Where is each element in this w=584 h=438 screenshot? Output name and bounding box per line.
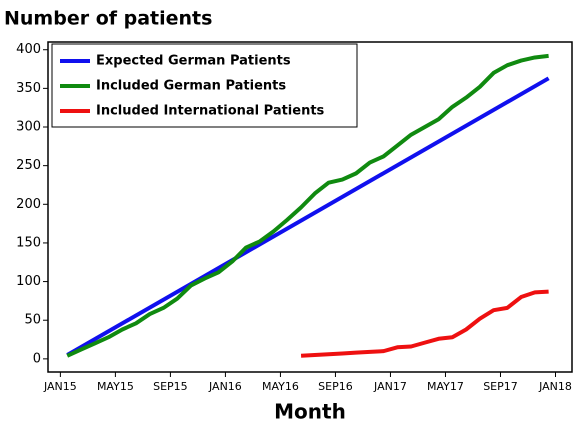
x-tick-label: JAN16 xyxy=(208,380,242,393)
x-tick-label: JAN17 xyxy=(373,380,407,393)
y-tick-label: 400 xyxy=(16,42,41,57)
chart-title: Number of patients xyxy=(4,8,212,30)
y-tick-label: 50 xyxy=(24,313,41,328)
legend-label: Expected German Patients xyxy=(96,54,291,69)
legend-label: Included International Patients xyxy=(96,104,325,119)
y-tick-label: 250 xyxy=(16,158,41,173)
x-tick-label: SEP17 xyxy=(483,380,518,393)
y-tick-label: 300 xyxy=(16,120,41,135)
plot-frame xyxy=(47,41,573,373)
x-axis-label: Month xyxy=(274,400,346,424)
y-tick-label: 150 xyxy=(16,235,41,250)
y-tick-label: 350 xyxy=(16,81,41,96)
legend-label: Included German Patients xyxy=(96,79,286,94)
legend-box xyxy=(51,43,358,128)
y-tick-label: 0 xyxy=(33,351,41,366)
x-tick-label: MAY16 xyxy=(262,380,299,393)
y-tick-label: 100 xyxy=(16,274,41,289)
x-tick-label: SEP16 xyxy=(318,380,353,393)
x-tick-label: JAN15 xyxy=(43,380,77,393)
line xyxy=(66,53,549,358)
x-tick-label: JAN18 xyxy=(538,380,572,393)
x-tick-label: SEP15 xyxy=(153,380,188,393)
y-tick-label: 200 xyxy=(16,197,41,212)
line xyxy=(66,76,550,357)
line xyxy=(300,289,549,358)
x-tick-label: MAY15 xyxy=(97,380,134,393)
x-tick-label: MAY17 xyxy=(427,380,464,393)
